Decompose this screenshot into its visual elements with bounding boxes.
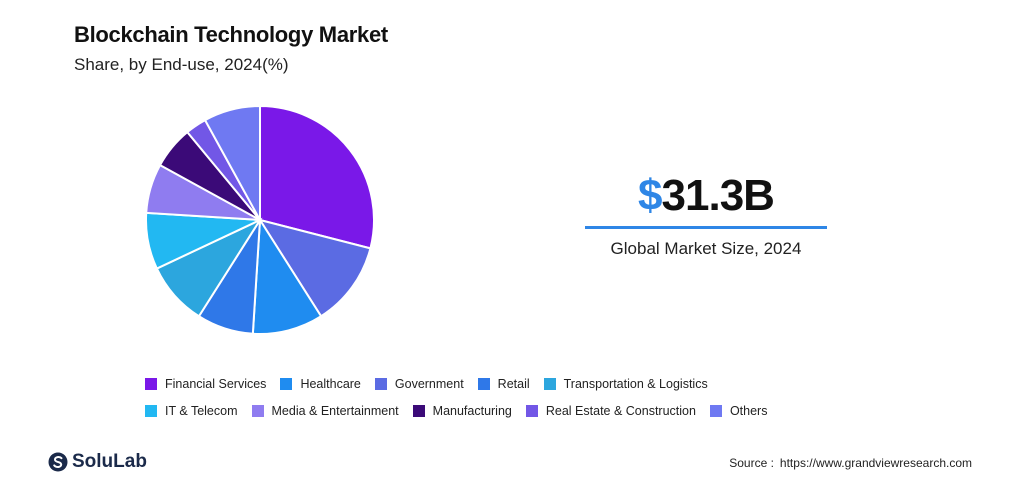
legend-label: Healthcare — [300, 376, 361, 391]
pie-slice-healthcare — [251, 216, 323, 336]
legend-item-government[interactable]: Government — [374, 376, 464, 391]
legend-swatch — [709, 404, 722, 417]
legend-row: IT & Telecom Media & Entertainment Manufac… — [145, 397, 865, 424]
legend-label: Media & Entertainment — [271, 403, 399, 418]
legend-label: Others — [729, 403, 768, 418]
market-size-number: 31.3B — [661, 171, 775, 220]
legend-item-manufacturing[interactable]: Manufacturing — [412, 403, 512, 418]
brand-logo[interactable]: SoluLab — [48, 451, 147, 473]
legend-item-others[interactable]: Others — [709, 403, 768, 418]
legend-swatch — [145, 377, 157, 390]
chart-legend: Financial Services Healthcare Government Re… — [145, 370, 865, 424]
brand-name: SoluLab — [72, 451, 147, 472]
stat-divider — [585, 226, 827, 229]
legend-label: Retail — [497, 376, 530, 391]
legend-item-it-telecom[interactable]: IT & Telecom — [145, 404, 238, 418]
source-link[interactable]: https://www.grandviewresearch.com — [779, 456, 972, 470]
legend-item-media-entertainment[interactable]: Media & Entertainment — [251, 403, 399, 418]
solulab-logo-icon — [48, 452, 68, 472]
legend-swatch — [412, 404, 425, 417]
pie-slice-others — [203, 104, 261, 221]
legend-row: Financial Services Healthcare Government Re… — [145, 370, 865, 397]
legend-label: Real Estate & Construction — [545, 403, 696, 418]
source-label: Source : — [729, 456, 774, 470]
legend-swatch — [477, 377, 490, 390]
legend-label: IT & Telecom — [165, 403, 238, 418]
pie-chart — [145, 104, 375, 336]
market-size-label: Global Market Size, 2024 — [610, 239, 802, 258]
market-size-stat: $31.3B Global Market Size, 2024 — [585, 170, 827, 259]
legend-label: Financial Services — [165, 376, 267, 391]
legend-label: Transportation & Logistics — [563, 376, 708, 391]
chart-title: Blockchain Technology Market — [74, 22, 388, 47]
legend-item-healthcare[interactable]: Healthcare — [280, 376, 361, 391]
source-note: Source : https://www.grandviewresearch.co… — [729, 456, 972, 470]
chart-subtitle: Share, by End-use, 2024(%) — [74, 55, 289, 74]
legend-swatch — [525, 404, 538, 417]
legend-swatch — [280, 377, 293, 390]
legend-item-transportation-logistics[interactable]: Transportation & Logistics — [543, 376, 708, 391]
legend-swatch — [145, 404, 157, 417]
legend-label: Manufacturing — [432, 403, 512, 418]
legend-swatch — [374, 377, 387, 390]
pie-slice-government — [257, 218, 372, 318]
legend-label: Government — [394, 376, 464, 391]
legend-item-retail[interactable]: Retail — [477, 376, 530, 391]
currency-symbol: $ — [638, 171, 663, 220]
legend-swatch — [251, 404, 264, 417]
market-size-value: $31.3B — [585, 170, 827, 222]
legend-item-real-estate-construction[interactable]: Real Estate & Construction — [525, 403, 696, 418]
legend-item-financial-services[interactable]: Financial Services — [145, 377, 266, 391]
legend-swatch — [543, 377, 556, 390]
pie-slice-financial-services — [259, 104, 375, 250]
